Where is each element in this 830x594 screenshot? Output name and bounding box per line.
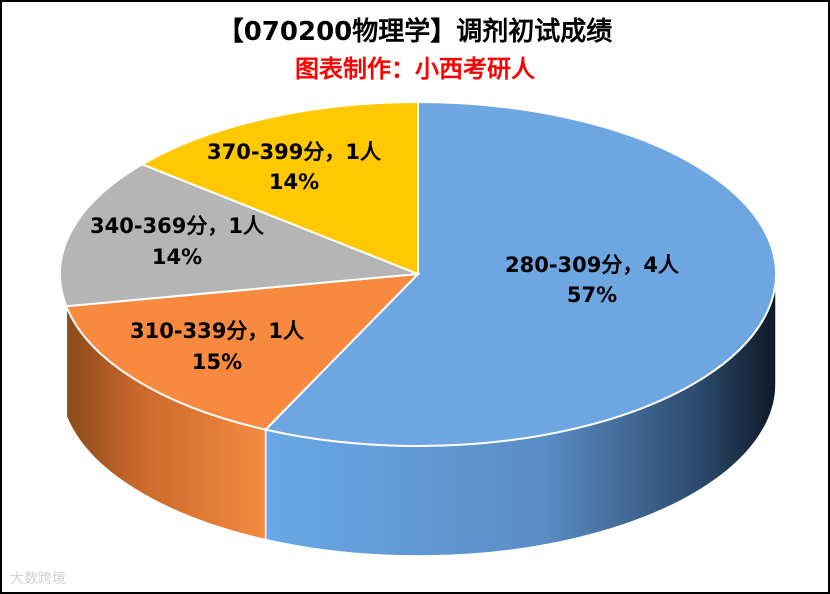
slice-percent-label: 14% [269,170,319,194]
slice-range-label: 340-369分，1人 [90,214,264,238]
pie-slice [139,100,419,276]
pie-slice [64,272,421,431]
slice-percent-label: 57% [567,283,617,307]
slice-range-label: 370-399分，1人 [207,140,381,164]
watermark-text: 大数跨境 [10,571,66,587]
pie-tops [59,100,777,447]
slice-percent-label: 15% [192,350,242,374]
chart-title: 【070200物理学】调剂初试成绩 [217,17,613,47]
slice-range-label: 310-339分，1人 [130,319,304,343]
pie-slice [263,100,777,447]
slice-range-label: 280-309分，4人 [505,253,679,277]
slice-percent-label: 14% [152,245,202,269]
pie-labels: 280-309分，4人57%310-339分，1人15%340-369分，1人1… [90,140,679,374]
chart-subtitle: 图表制作：小西考研人 [295,55,535,83]
pie-slice [59,163,419,308]
